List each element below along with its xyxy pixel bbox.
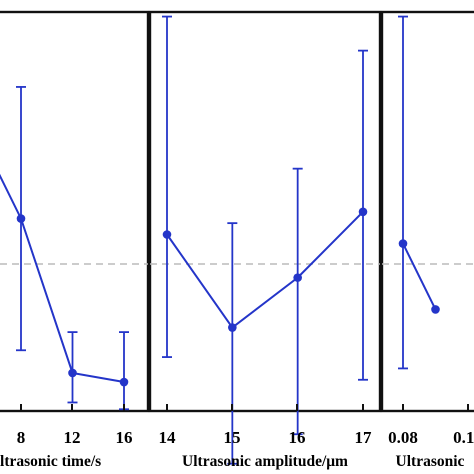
data-point [16, 214, 26, 223]
panel-frame-1 [0, 10, 150, 413]
x-tick-label: 8 [17, 428, 26, 447]
x-tick-label: 16 [289, 428, 306, 447]
panel-frame-3 [380, 10, 474, 413]
data-point [68, 368, 77, 378]
x-tick-label: 0.16 [453, 428, 474, 447]
x-tick-label: 0.08 [388, 428, 418, 447]
data-point [431, 305, 440, 314]
x-tick-label: 17 [355, 428, 373, 447]
x-axis-label-2: Ultrasonic amplitude/μm [182, 453, 348, 470]
series-line-3 [402, 243, 437, 310]
x-tick-label: 15 [224, 428, 241, 447]
data-point [119, 377, 129, 387]
x-axis-label-1: Ultrasonic time/s [0, 453, 101, 470]
data-point [228, 323, 237, 332]
x-tick-label: 12 [64, 428, 81, 447]
data-point [358, 207, 368, 217]
series-line-2 [166, 211, 364, 329]
panel-frame-2 [148, 10, 382, 413]
data-point [293, 273, 302, 282]
x-tick-label: 14 [159, 428, 177, 447]
x-tick-label: 16 [116, 428, 133, 447]
data-point [398, 239, 408, 248]
data-point [162, 230, 172, 239]
x-axis-label-3: Ultrasonic [396, 453, 465, 470]
series-line-1 [0, 173, 125, 384]
